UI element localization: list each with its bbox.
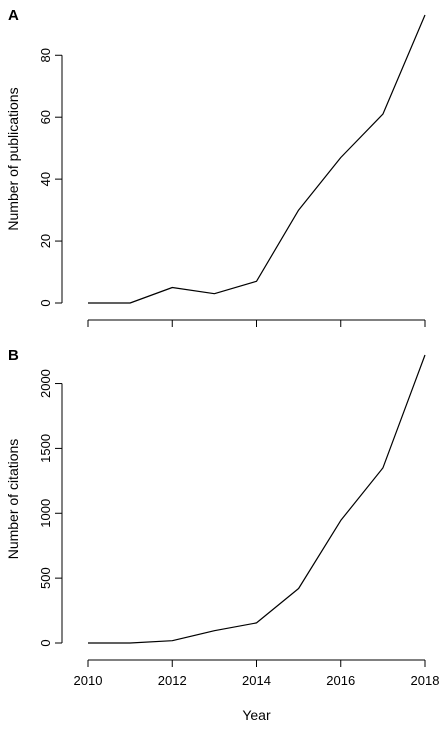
chart-panel-b: B 0 500 1000 1500 2000 2010 2012 2014 2016 2018 Num… bbox=[5, 347, 439, 723]
chart-panel-a: A 0 20 40 60 80 Number of publications bbox=[5, 7, 426, 327]
y-axis-title: Number of publications bbox=[5, 87, 21, 230]
y-axis-title: Number of citations bbox=[5, 439, 21, 560]
panel-label: A bbox=[8, 7, 19, 24]
series-line bbox=[88, 14, 426, 304]
y-tick-label: 40 bbox=[38, 172, 53, 186]
x-tick-label: 2018 bbox=[411, 673, 440, 688]
x-tick-label: 2014 bbox=[242, 673, 271, 688]
x-tick-label: 2016 bbox=[326, 673, 355, 688]
y-tick-label: 0 bbox=[38, 639, 53, 646]
series-line bbox=[88, 354, 426, 644]
y-tick-label: 500 bbox=[38, 567, 53, 589]
y-tick-label: 80 bbox=[38, 48, 53, 62]
x-tick-label: 2010 bbox=[74, 673, 103, 688]
y-tick-label: 1000 bbox=[38, 499, 53, 528]
x-tick-label: 2012 bbox=[158, 673, 187, 688]
y-tick-label: 20 bbox=[38, 234, 53, 248]
y-tick-label: 1500 bbox=[38, 434, 53, 463]
y-tick-label: 2000 bbox=[38, 369, 53, 398]
y-tick-label: 60 bbox=[38, 110, 53, 124]
x-axis-title: Year bbox=[242, 707, 271, 723]
panel-label: B bbox=[8, 347, 19, 364]
y-tick-label: 0 bbox=[38, 299, 53, 306]
